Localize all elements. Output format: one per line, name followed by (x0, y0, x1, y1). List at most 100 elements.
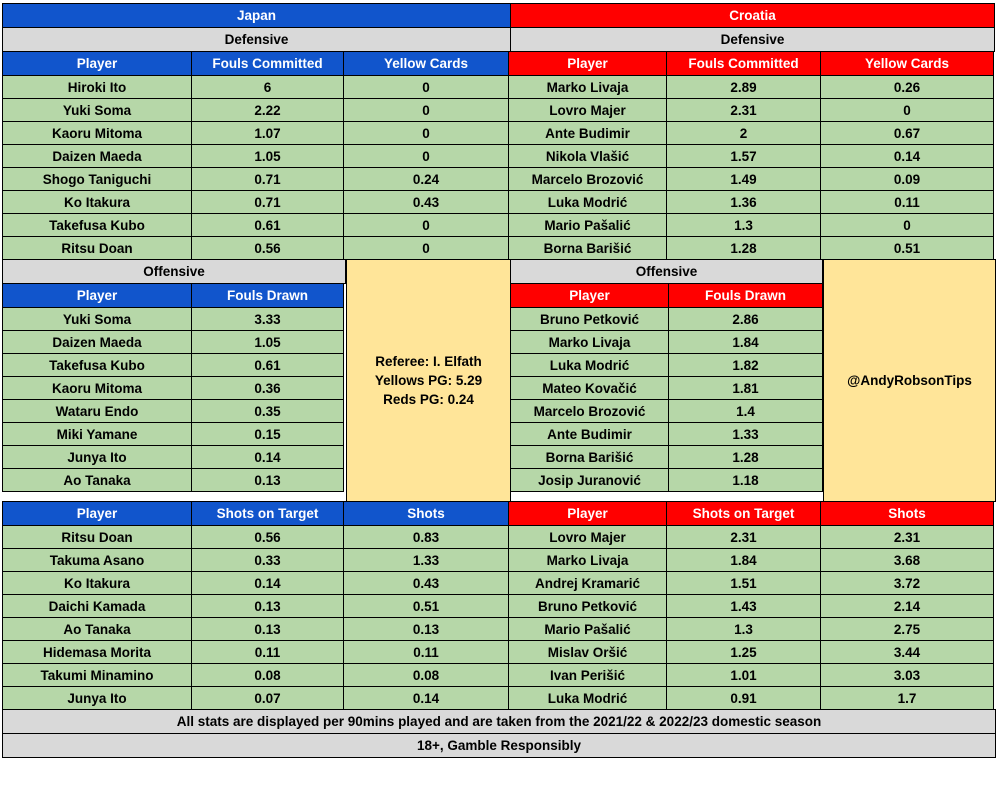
player-name: Ritsu Doan (2, 525, 192, 549)
table-row: Ko Itakura 0.14 0.43 Andrej Kramarić 1.51 3.7… (2, 571, 995, 595)
table-row: Takefusa Kubo 0.61 0 Mario Pašalić 1.3 0 (2, 213, 995, 237)
player-name: Yuki Soma (2, 98, 192, 122)
player-name: Miki Yamane (2, 422, 192, 446)
stat-value: 0 (343, 213, 509, 237)
col-header-fouls-drawn: Fouls Drawn (668, 283, 824, 308)
col-header-yellow-cards: Yellow Cards (343, 51, 509, 76)
stat-value: 0.13 (191, 468, 344, 492)
stat-value: 1.33 (668, 422, 824, 446)
player-name: Borna Barišić (508, 236, 667, 260)
stat-value: 0.56 (191, 525, 344, 549)
table-row: Junya Ito 0.14 (2, 445, 346, 469)
table-row: Yuki Soma 2.22 0 Lovro Majer 2.31 0 (2, 98, 995, 122)
player-name: Ritsu Doan (2, 236, 192, 260)
table-row: Takuma Asano 0.33 1.33 Marko Livaja 1.84 3.68 (2, 548, 995, 572)
stat-value: 1.05 (191, 330, 344, 354)
player-name: Ao Tanaka (2, 468, 192, 492)
stat-value: 1.18 (668, 468, 824, 492)
player-name: Lovro Majer (508, 98, 667, 122)
player-name: Takefusa Kubo (2, 213, 192, 237)
referee-name: Referee: I. Elfath (375, 354, 482, 369)
offensive-croatia: Offensive Player Fouls Drawn Bruno Petko… (510, 259, 824, 501)
stat-value: 1.4 (668, 399, 824, 423)
stat-value: 0 (820, 213, 994, 237)
stat-value: 0.08 (343, 663, 509, 687)
stat-value: 0.11 (820, 190, 994, 214)
stat-value: 2.86 (668, 307, 824, 331)
player-name: Josip Juranović (510, 468, 670, 492)
stat-value: 2 (666, 121, 821, 145)
table-row: Hiroki Ito 6 0 Marko Livaja 2.89 0.26 (2, 75, 995, 99)
table-row: Ko Itakura 0.71 0.43 Luka Modrić 1.36 0.11 (2, 190, 995, 214)
player-name: Wataru Endo (2, 399, 192, 423)
col-header-fouls-committed: Fouls Committed (191, 51, 344, 76)
stat-value: 0 (343, 98, 509, 122)
stat-value: 3.03 (820, 663, 994, 687)
stat-value: 0.11 (343, 640, 509, 664)
stat-value: 0.24 (343, 167, 509, 191)
col-header-shots: Shots (820, 501, 994, 526)
stat-value: 1.36 (666, 190, 821, 214)
section-label-defensive-croatia: Defensive (510, 27, 995, 52)
stat-value: 3.44 (820, 640, 994, 664)
player-name: Marko Livaja (510, 330, 670, 354)
stats-sheet: Japan Croatia Defensive Defensive Player… (2, 3, 996, 758)
col-header-shots: Shots (343, 501, 509, 526)
stat-value: 1.43 (666, 594, 821, 618)
stat-value: 1.49 (666, 167, 821, 191)
player-name: Marcelo Brozović (508, 167, 667, 191)
table-row: Luka Modrić 1.82 (510, 353, 824, 377)
stat-value: 3.68 (820, 548, 994, 572)
table-row: Hidemasa Morita 0.11 0.11 Mislav Oršić 1.25 3… (2, 640, 995, 664)
table-row: Shogo Taniguchi 0.71 0.24 Marcelo Brozović 1… (2, 167, 995, 191)
player-name: Bruno Petković (510, 307, 670, 331)
player-name: Hiroki Ito (2, 75, 192, 99)
player-name: Marko Livaja (508, 75, 667, 99)
col-header-yellow-cards: Yellow Cards (820, 51, 994, 76)
team-name-japan: Japan (2, 3, 511, 28)
stat-value: 1.82 (668, 353, 824, 377)
stat-value: 0.15 (191, 422, 344, 446)
stat-value: 0.67 (820, 121, 994, 145)
stat-value: 1.01 (666, 663, 821, 687)
table-row: Takefusa Kubo 0.61 (2, 353, 346, 377)
col-header-fouls-committed: Fouls Committed (666, 51, 821, 76)
table-row: Marcelo Brozović 1.4 (510, 399, 824, 423)
player-name: Borna Barišić (510, 445, 670, 469)
stat-value: 0.14 (820, 144, 994, 168)
stat-value: 0.14 (343, 686, 509, 710)
stat-value: 2.75 (820, 617, 994, 641)
stat-value: 1.7 (820, 686, 994, 710)
table-row: Kaoru Mitoma 0.36 (2, 376, 346, 400)
table-row: Ao Tanaka 0.13 0.13 Mario Pašalić 1.3 2.75 (2, 617, 995, 641)
player-name: Ante Budimir (508, 121, 667, 145)
stat-value: 3.33 (191, 307, 344, 331)
defensive-header-row: Player Fouls Committed Yellow Cards Play… (2, 51, 995, 76)
player-name: Andrej Kramarić (508, 571, 667, 595)
table-row: Borna Barišić 1.28 (510, 445, 824, 469)
section-label-offensive-croatia: Offensive (510, 259, 824, 284)
stat-value: 0 (343, 144, 509, 168)
player-name: Takuma Asano (2, 548, 192, 572)
stat-value: 0.26 (820, 75, 994, 99)
table-row: Ante Budimir 1.33 (510, 422, 824, 446)
stat-value: 0.08 (191, 663, 344, 687)
player-name: Marko Livaja (508, 548, 667, 572)
referee-yellows: Yellows PG: 5.29 (374, 373, 483, 388)
player-name: Nikola Vlašić (508, 144, 667, 168)
section-label-offensive-japan: Offensive (2, 259, 346, 284)
stat-value: 3.72 (820, 571, 994, 595)
table-row: Takumi Minamino 0.08 0.08 Ivan Perišić 1.01 3… (2, 663, 995, 687)
stat-value: 0.11 (191, 640, 344, 664)
stat-value: 1.25 (666, 640, 821, 664)
footer-disclaimer: 18+, Gamble Responsibly (2, 733, 996, 758)
player-name: Hidemasa Morita (2, 640, 192, 664)
table-row: Miki Yamane 0.15 (2, 422, 346, 446)
stat-value: 0.07 (191, 686, 344, 710)
player-name: Junya Ito (2, 445, 192, 469)
stat-value: 1.05 (191, 144, 344, 168)
stat-value: 0.14 (191, 445, 344, 469)
player-name: Ante Budimir (510, 422, 670, 446)
player-name: Daichi Kamada (2, 594, 192, 618)
stat-value: 1.33 (343, 548, 509, 572)
